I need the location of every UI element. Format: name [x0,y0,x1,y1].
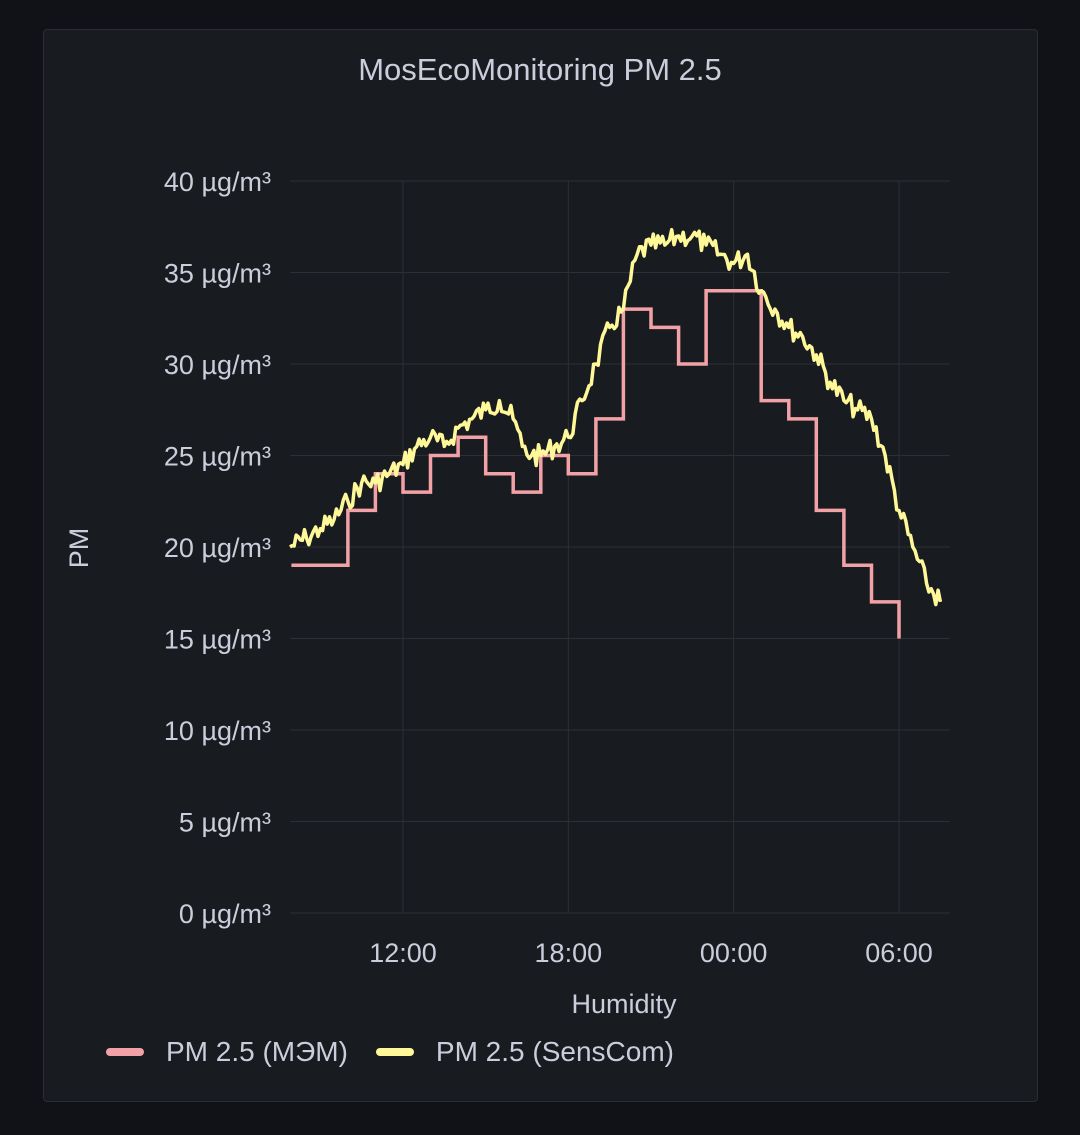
y-tick-label: 15 µg/m³ [164,625,271,655]
panel-title[interactable]: MosEcoMonitoring PM 2.5 [358,52,722,87]
y-tick-label: 40 µg/m³ [164,167,271,197]
series-layer [289,227,943,639]
x-tick-label: 06:00 [865,938,933,968]
x-axis-ticks: 12:00 18:00 00:00 06:00 [369,938,933,968]
grid [290,180,950,914]
y-tick-label: 20 µg/m³ [164,533,271,563]
y-tick-label: 5 µg/m³ [179,808,271,838]
series-line-mem[interactable] [291,289,901,639]
legend-item-mem[interactable]: PM 2.5 (МЭМ) [106,1036,348,1068]
x-tick-label: 12:00 [369,938,437,968]
y-tick-label: 10 µg/m³ [164,716,271,746]
series-line-senscom[interactable] [289,227,943,607]
y-tick-label: 35 µg/m³ [164,259,271,289]
legend-item-senscom[interactable]: PM 2.5 (SensCom) [375,1036,674,1068]
y-tick-label: 30 µg/m³ [164,350,271,380]
x-axis-title: Humidity [571,989,677,1019]
y-tick-label: 0 µg/m³ [179,899,271,929]
x-tick-label: 00:00 [700,938,768,968]
legend: PM 2.5 (МЭМ) PM 2.5 (SensCom) [106,1036,702,1068]
y-tick-label: 25 µg/m³ [164,442,271,472]
y-axis-title: PM [64,528,94,569]
legend-swatch-mem [106,1048,144,1056]
y-axis-ticks: 0 µg/m³ 5 µg/m³ 10 µg/m³ 15 µg/m³ 20 µg/m³ 25… [164,167,271,929]
legend-label-senscom: PM 2.5 (SensCom) [435,1036,674,1067]
legend-label-mem: PM 2.5 (МЭМ) [166,1036,348,1067]
x-tick-label: 18:00 [535,938,603,968]
legend-swatch-senscom [375,1048,414,1056]
